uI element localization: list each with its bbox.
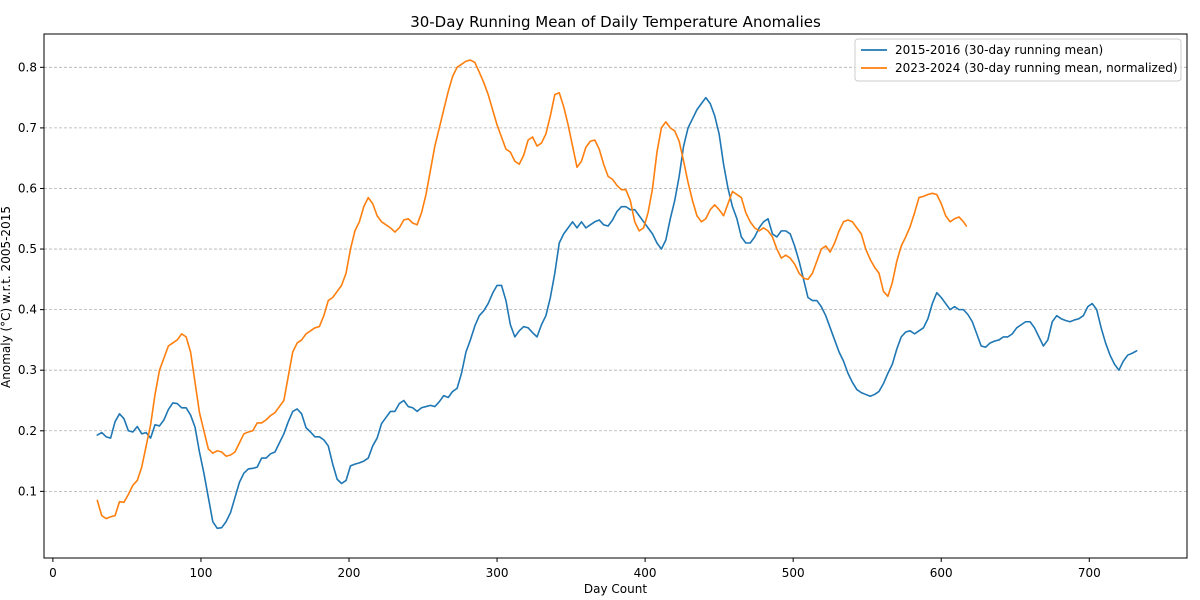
x-tick-label: 300 bbox=[486, 566, 509, 580]
x-tick-label: 600 bbox=[930, 566, 953, 580]
y-axis-label: Anomaly (°C) w.r.t. 2005-2015 bbox=[0, 206, 13, 388]
chart-title: 30-Day Running Mean of Daily Temperature… bbox=[410, 13, 821, 31]
x-tick-label: 200 bbox=[338, 566, 361, 580]
x-axis-label: Day Count bbox=[584, 582, 647, 596]
series-line-2015-2016 bbox=[96, 96, 1138, 530]
y-tick-label: 0.3 bbox=[18, 363, 37, 377]
x-tick-label: 100 bbox=[189, 566, 212, 580]
legend: 2015-2016 (30-day running mean) 2023-2024… bbox=[854, 38, 1182, 82]
x-tick-label: 700 bbox=[1078, 566, 1101, 580]
x-tick-label: 0 bbox=[49, 566, 57, 580]
y-tick-label: 0.1 bbox=[18, 484, 37, 498]
y-tick-label: 0.4 bbox=[18, 303, 37, 317]
x-tick-label: 500 bbox=[782, 566, 805, 580]
legend-box bbox=[854, 38, 1182, 82]
y-axis-ticks: 0.1 0.2 0.3 0.4 0.5 0.6 0.7 0.8 bbox=[18, 60, 44, 498]
plot-frame bbox=[43, 33, 1188, 559]
gridlines bbox=[44, 66, 1187, 492]
series-line-2023-2024 bbox=[96, 59, 968, 520]
y-tick-label: 0.6 bbox=[18, 181, 37, 195]
y-tick-label: 0.5 bbox=[18, 242, 37, 256]
series-group bbox=[96, 59, 1138, 530]
y-tick-label: 0.2 bbox=[18, 424, 37, 438]
y-tick-label: 0.8 bbox=[18, 60, 37, 74]
y-tick-label: 0.7 bbox=[18, 121, 37, 135]
legend-label: 2023-2024 (30-day running mean, normaliz… bbox=[895, 61, 1178, 75]
x-axis-ticks: 0 100 200 300 400 500 600 700 bbox=[49, 558, 1101, 580]
x-tick-label: 400 bbox=[634, 566, 657, 580]
legend-label: 2015-2016 (30-day running mean) bbox=[895, 43, 1103, 57]
